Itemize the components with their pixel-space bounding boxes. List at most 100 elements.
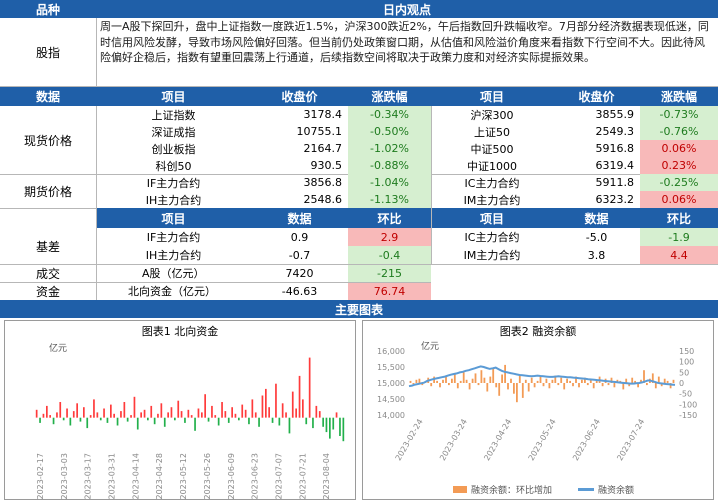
- spot-close: 2549.3: [595, 125, 635, 138]
- chart1-x-tick: 2023-03-03: [60, 453, 69, 499]
- northbound-bar: [315, 405, 318, 418]
- spot-item: 深证成指: [151, 125, 196, 139]
- charts-header: 主要图表: [0, 300, 718, 318]
- t2-col-mom-2: 环比: [640, 208, 718, 228]
- margin-change-bar: [468, 383, 471, 390]
- spot-item: 科创50: [155, 159, 192, 173]
- t1-col-change-1: 涨跌幅: [348, 86, 431, 106]
- northbound-bar: [99, 417, 102, 421]
- chart1-x-tick: 2023-06-23: [251, 453, 260, 499]
- northbound-bar: [103, 408, 105, 418]
- chart2-left-tick: 14,500: [377, 395, 405, 404]
- margin-change-bar: [456, 383, 459, 389]
- legend-line-label: 融资余额: [598, 486, 635, 496]
- northbound-bar: [136, 417, 139, 430]
- northbound-bar: [322, 417, 324, 427]
- funds-mom: 76.74: [348, 282, 431, 300]
- chart2-right-tick: 50: [679, 368, 689, 377]
- margin-change-bar: [453, 374, 456, 383]
- chart1-unit: 亿元: [49, 342, 67, 354]
- margin-change-bar: [477, 383, 480, 386]
- chart2-x-tick: 2023-07-24: [615, 418, 646, 463]
- northbound-bar: [76, 403, 78, 418]
- margin-change-bar: [518, 375, 521, 383]
- northbound-bar: [295, 408, 297, 418]
- t1-col-change-2: 涨跌幅: [640, 86, 718, 106]
- chart2-right-tick: 0: [679, 379, 684, 388]
- margin-change-bar: [448, 383, 450, 386]
- northbound-bar: [281, 403, 284, 418]
- northbound-bar: [224, 411, 227, 418]
- northbound-bar: [120, 411, 122, 418]
- margin-change-bar: [498, 383, 501, 396]
- northbound-bar: [126, 417, 129, 422]
- spot-change: -0.73%: [640, 106, 718, 123]
- margin-change-bar: [651, 373, 654, 383]
- margin-change-bar: [492, 368, 495, 383]
- northbound-bar: [79, 417, 82, 422]
- basis-item: IF主力合约: [146, 231, 201, 244]
- spot-change: -0.50%: [348, 123, 431, 140]
- northbound-bar: [241, 404, 244, 418]
- margin-change-bar: [634, 380, 636, 383]
- spot-close: 3855.9: [595, 108, 635, 121]
- chart2-x-tick: 2023-03-24: [438, 418, 469, 463]
- margin-change-bar: [412, 383, 415, 385]
- chart1-x-tick: 2023-08-04: [322, 453, 331, 499]
- chart2-x-tick: 2023-02-24: [394, 418, 425, 463]
- margin-change-bar: [657, 376, 660, 383]
- t1-col-close-2: 收盘价: [553, 86, 640, 106]
- margin-change-bar: [451, 378, 453, 383]
- spot-close: 10755.1: [296, 125, 343, 138]
- northbound-bar: [211, 405, 213, 418]
- spot-change: 0.06%: [640, 140, 718, 157]
- margin-balance-line: [408, 365, 676, 388]
- northbound-bar: [147, 417, 149, 421]
- margin-change-bar: [575, 376, 577, 383]
- spot-close: 6319.4: [595, 159, 635, 172]
- margin-change-bar: [563, 383, 566, 390]
- chart2-legend: 融资余额：环比增加 融资余额: [453, 483, 634, 496]
- northbound-bar: [305, 417, 308, 425]
- t2-col-data-1: 数据: [251, 208, 348, 228]
- t1-col-item-2: 项目: [431, 86, 553, 106]
- margin-change-bar: [610, 377, 613, 383]
- chart1-x-tick: 2023-04-14: [131, 453, 140, 499]
- margin-change-bar: [474, 373, 477, 383]
- legend-bar-swatch: [453, 486, 467, 493]
- northbound-bar: [248, 417, 250, 425]
- turnover-data: 7420: [285, 266, 314, 280]
- northbound-bar: [49, 415, 51, 418]
- basis-mom: 4.4: [640, 246, 718, 264]
- northbound-bar: [106, 417, 109, 423]
- futures-close: 2548.6: [303, 193, 343, 206]
- margin-change-bar: [501, 374, 503, 383]
- northbound-bar: [83, 407, 85, 418]
- chart1-x-tick: 2023-04-28: [155, 453, 164, 499]
- northbound-bar: [140, 412, 142, 418]
- margin-change-bar: [527, 383, 530, 392]
- futures-change: -0.25%: [640, 174, 718, 191]
- chart2-left-tick: 16,000: [377, 347, 405, 356]
- basis-data: -5.0: [585, 230, 608, 244]
- margin-change-bar: [666, 380, 669, 383]
- margin-change-bar: [530, 377, 533, 383]
- margin-change-bar: [436, 380, 438, 383]
- northbound-bar: [197, 408, 200, 418]
- northbound-bar: [42, 413, 45, 418]
- chart1-x-tick: 2023-05-26: [203, 453, 212, 499]
- t2-col-item-2: 项目: [431, 208, 553, 228]
- margin-change-bar: [601, 383, 604, 387]
- chart1-x-tick: 2023-05-12: [179, 453, 188, 499]
- margin-change-bar: [589, 378, 592, 383]
- northbound-bar: [39, 417, 41, 423]
- margin-change-bar: [442, 379, 444, 383]
- northbound-bar: [130, 415, 132, 418]
- northbound-bar: [251, 399, 254, 418]
- northbound-bar: [153, 417, 156, 425]
- margin-change-bar: [536, 380, 539, 383]
- northbound-bar: [285, 412, 287, 418]
- chart2-right-tick: -150: [679, 411, 697, 420]
- spot-close: 3178.4: [303, 108, 343, 121]
- northbound-bar: [291, 391, 294, 418]
